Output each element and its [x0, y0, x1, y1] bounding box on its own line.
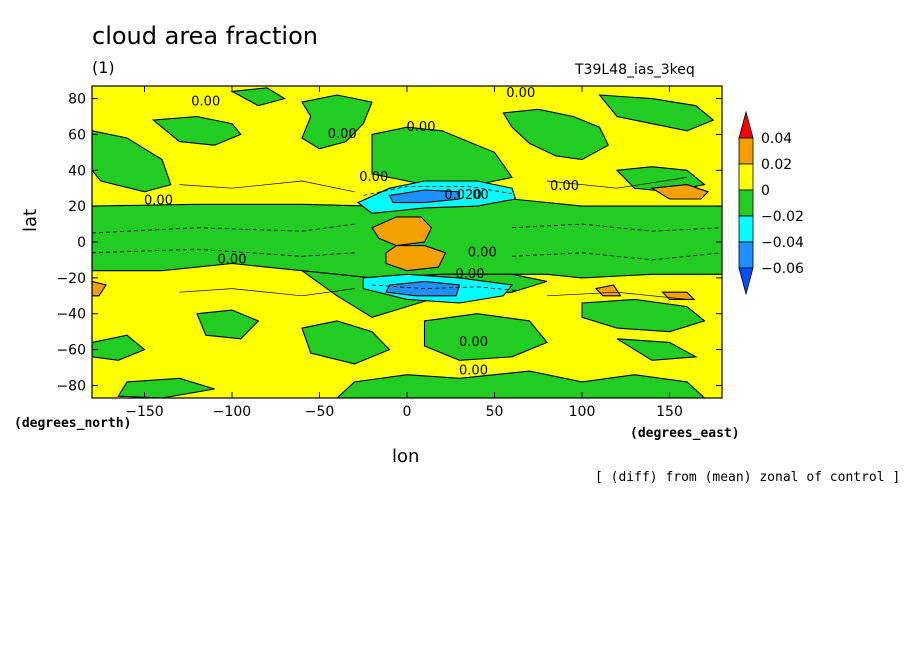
contour-label: 0.00	[218, 253, 247, 268]
blue-north-dipole-core	[388, 189, 461, 204]
colorbar-label: 0	[761, 183, 770, 199]
difference-note: [ (diff) from (mean) zonal of control ]	[595, 470, 901, 485]
y-tick-label: −20	[56, 271, 86, 287]
green-south-3	[301, 320, 391, 365]
contour-label: 0.00	[359, 170, 388, 185]
thin-contour-3	[546, 177, 688, 189]
contour-label: 0.00	[407, 120, 436, 135]
green-south-6	[117, 377, 215, 398]
contour-label: 0.00	[328, 127, 357, 142]
orange-equatorial-2	[385, 245, 447, 272]
green-north-7	[230, 87, 286, 107]
x-tick-label: −100	[213, 404, 251, 420]
orange-southwest	[92, 280, 107, 297]
colorbar-label: −0.02	[761, 209, 804, 225]
y-tick-label: 0	[77, 235, 86, 251]
colorbar: 0.04 0.02 0 −0.02 −0.04 −0.06	[738, 110, 804, 296]
colorbar-label: −0.06	[761, 261, 804, 277]
x-tick-label: −50	[305, 404, 335, 420]
orange-northeast	[650, 184, 709, 200]
contour-label: 00	[472, 188, 489, 203]
colorbar-label: 0.02	[761, 157, 792, 173]
chart-title: cloud area fraction	[92, 22, 318, 50]
dashed-contour-4	[511, 252, 722, 261]
colorbar-label: −0.04	[761, 235, 804, 251]
contour-label: 0.00	[550, 179, 579, 194]
thin-contour-2	[179, 288, 355, 297]
contour-field	[92, 86, 722, 398]
y-tick-label: 60	[68, 127, 86, 143]
dashed-contour-3	[511, 223, 722, 232]
panel-label: (1)	[92, 58, 115, 77]
y-tick-label: −60	[56, 343, 86, 359]
green-south-8	[616, 338, 698, 361]
colorbar-segment	[738, 137, 754, 165]
run-id-label: T39L48_ias_3keq	[575, 62, 695, 78]
contour-label: 0.00	[459, 364, 488, 379]
colorbar-segment	[738, 189, 754, 217]
contour-label: 0.00	[456, 267, 485, 282]
green-south-7	[336, 370, 706, 398]
dashed-contour-1	[92, 223, 355, 234]
contour-label: 0.00	[459, 335, 488, 350]
green-south-1	[92, 334, 146, 361]
green-south-4	[423, 313, 548, 361]
colorbar-arrow-top	[738, 110, 754, 139]
thin-contour-1	[179, 180, 355, 193]
y-tick-label: 20	[68, 199, 86, 215]
green-south-5	[581, 298, 706, 333]
contour-label: 0.00	[506, 86, 535, 101]
x-tick-label: 150	[656, 404, 683, 420]
green-north-4	[371, 126, 513, 189]
y-tick-label: −80	[56, 378, 86, 394]
dashed-contour-6	[371, 284, 516, 291]
green-north-3	[301, 94, 373, 150]
green-north-5	[502, 108, 610, 161]
green-north-1	[92, 130, 172, 193]
y-tick-label: 40	[68, 163, 86, 179]
colorbar-segment	[738, 163, 754, 191]
x-tick-label: 50	[486, 404, 504, 420]
contour-label: 0.020	[444, 188, 481, 203]
contour-label: 0.00	[144, 193, 173, 208]
x-tick-label: 100	[569, 404, 596, 420]
dashed-contour-5	[363, 185, 513, 196]
green-north-2	[151, 115, 242, 146]
orange-equatorial-1	[371, 216, 433, 247]
x-axis-label: lon	[392, 446, 420, 467]
green-north-6	[598, 94, 715, 132]
x-tick-label: 0	[403, 404, 412, 420]
y-tick-label: 80	[68, 92, 86, 108]
contour-label: 0.00	[191, 95, 220, 110]
green-south-2	[196, 309, 260, 340]
colorbar-segment	[738, 215, 754, 243]
x-axis-units: (degrees_east)	[630, 426, 740, 441]
colorbar-arrow-bottom	[738, 267, 754, 296]
contour-label: 0.00	[468, 245, 497, 260]
x-tick-label: −150	[125, 404, 163, 420]
thin-contour-4	[546, 291, 688, 300]
colorbar-label: 0.04	[761, 131, 792, 147]
dashed-contour-2	[92, 248, 355, 257]
y-axis-units: (degrees_north)	[14, 416, 132, 431]
axes: −150 −100 −50 0 50 100 150 80 60 40 20 0 −20 −40 −60 −8…	[56, 86, 722, 420]
colorbar-segment	[738, 241, 754, 269]
y-tick-label: −40	[56, 307, 86, 323]
